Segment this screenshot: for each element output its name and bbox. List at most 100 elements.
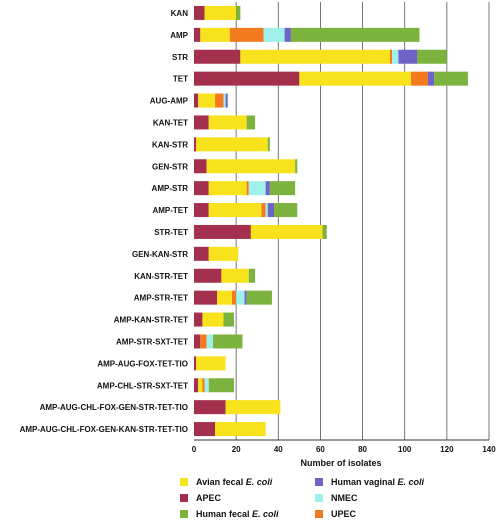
bar-segment-upec [215, 93, 224, 108]
legend-swatch [315, 510, 323, 518]
bar-segment-avian [250, 224, 323, 239]
bar-segment-avian [240, 49, 390, 64]
bars [194, 5, 468, 437]
x-axis-title: Number of isolates [300, 458, 381, 468]
bar-segment-apec [194, 224, 251, 239]
bar-segment-human_fecal [212, 334, 243, 349]
bar-segment-human_fecal [434, 71, 468, 86]
bar-segment-upec [200, 334, 207, 349]
bar-segment-human_fecal [274, 203, 298, 218]
bar-segment-nmec [265, 203, 268, 218]
category-label: GEN-KAN-STR [132, 250, 188, 259]
x-tick-label: 40 [274, 445, 283, 454]
category-label: AMP [170, 31, 188, 40]
bar-segment-human_fecal [248, 268, 256, 283]
bar-segment-apec [194, 334, 201, 349]
category-label: AMP-KAN-STR-TET [114, 316, 188, 325]
legend-item-nmec: NMEC [315, 490, 465, 506]
category-label: KAN [171, 9, 189, 18]
category-label: AUG-AMP [150, 97, 189, 106]
bar-segment-avian [221, 268, 249, 283]
legend-item-avian: Avian fecal E. coli [180, 474, 305, 490]
category-label: TET [173, 75, 188, 84]
bar-segment-vaginal [265, 181, 270, 196]
category-label: STR-TET [154, 228, 188, 237]
legend-label-italic: E. coli [397, 477, 425, 487]
bar-segment-apec [194, 27, 201, 42]
legend-swatch [180, 478, 188, 486]
bar-segment-apec [194, 181, 209, 196]
bar-segment-avian [206, 159, 296, 174]
bar-segment-apec [194, 422, 216, 437]
bar-segment-upec [229, 27, 264, 42]
bar-segment-avian [299, 71, 412, 86]
bar-segment-vaginal [225, 93, 228, 108]
legend-swatch [180, 510, 188, 518]
category-label: AMP-TET [152, 206, 188, 215]
bar-segment-avian [217, 290, 232, 305]
bar-segment-human_fecal [223, 312, 235, 327]
legend-label: Human fecal E. coli [196, 509, 279, 519]
bar-segment-human_fecal [295, 159, 298, 174]
bar-segment-human_fecal [246, 115, 256, 130]
x-tick-label: 60 [316, 445, 325, 454]
bar-segment-upec [411, 71, 428, 86]
category-label: GEN-STR [152, 162, 188, 171]
bar-segment-vaginal [427, 71, 435, 86]
legend-label-italic: E. coli [245, 477, 273, 487]
legend-item-apec: APEC [180, 490, 305, 506]
legend-item-human_fecal: Human fecal E. coli [180, 506, 305, 522]
bar-segment-nmec [392, 49, 399, 64]
bar-segment-upec [389, 49, 393, 64]
bar-segment-apec [194, 71, 300, 86]
legend-swatch [315, 494, 323, 502]
bar-segment-apec [194, 203, 209, 218]
legend-item-vaginal: Human vaginal E. coli [315, 474, 465, 490]
category-label: AMP-CHL-STR-SXT-TET [97, 381, 188, 390]
bar-segment-upec [231, 290, 237, 305]
x-tick-labels: 0 20 40 60 80 100 120 140 [192, 445, 496, 454]
x-tick-label: 20 [232, 445, 241, 454]
category-labels: KAN AMP STR TET AUG-AMP KAN-TET KAN-STR GEN-STR… [20, 9, 189, 434]
legend-label-italic: E. coli [252, 509, 279, 519]
bar-segment-human_fecal [246, 290, 272, 305]
bar-segment-nmec [204, 378, 209, 393]
legend-item-upec: UPEC [315, 506, 465, 522]
bar-segment-vaginal [398, 49, 418, 64]
bar-segment-avian [196, 137, 268, 152]
category-label: STR [172, 53, 188, 62]
bar-segment-avian [198, 378, 203, 393]
x-tick-label: 100 [398, 445, 412, 454]
bar-segment-apec [194, 290, 218, 305]
legend-label: Human vaginal E. coli [331, 477, 425, 487]
legend: Avian fecal E. coli Human vaginal E. coli… [180, 474, 490, 524]
bar-segment-apec [194, 115, 209, 130]
bar-segment-upec [202, 378, 205, 393]
bar-segment-avian [208, 246, 239, 261]
category-label: AMP-AUG-FOX-TET-TIO [97, 359, 188, 368]
bar-segment-avian [208, 203, 262, 218]
bar-segment-apec [194, 356, 197, 371]
x-tick-label: 120 [440, 445, 454, 454]
bar-segment-apec [194, 268, 222, 283]
category-label: KAN-STR [152, 140, 188, 149]
bar-segment-avian [215, 422, 266, 437]
bar-segment-vaginal [284, 27, 291, 42]
bar-segment-avian [202, 312, 224, 327]
bar-segment-apec [194, 49, 241, 64]
bar-segment-vaginal [244, 290, 247, 305]
bar-segment-apec [194, 246, 209, 261]
category-label: AMP-STR-SXT-TET [116, 337, 188, 346]
bar-segment-human_fecal [322, 224, 327, 239]
bar-segment-nmec [236, 290, 245, 305]
category-label: AMP-AUG-CHL-FOX-GEN-STR-TET-TIO [40, 403, 188, 412]
bar-segment-apec [194, 378, 199, 393]
x-tick-label: 0 [192, 445, 197, 454]
category-label: AMP-AUG-CHL-FOX-GEN-KAN-STR-TET-TIO [20, 425, 188, 434]
bar-segment-avian [208, 181, 247, 196]
bar-segment-human_fecal [208, 378, 235, 393]
legend-label: UPEC [331, 509, 357, 519]
category-label: KAN-TET [153, 118, 188, 127]
bar-segment-apec [194, 93, 199, 108]
